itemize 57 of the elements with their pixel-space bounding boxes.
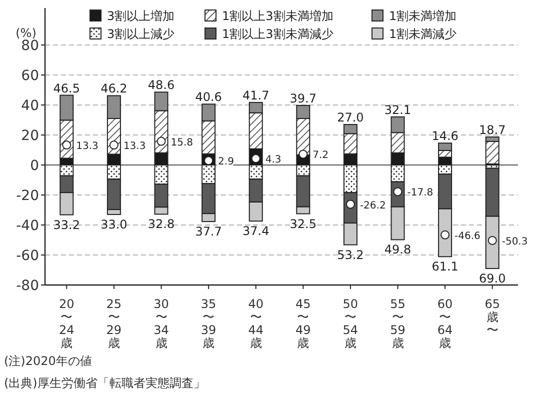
data-label: -26.2 <box>360 200 386 212</box>
annotation: 37.4 <box>242 224 270 238</box>
data-label: -50.3 <box>502 236 528 248</box>
data-label: 7.2 <box>312 150 329 162</box>
annotation: 41.7 <box>242 88 270 102</box>
annotation: 27.0 <box>337 110 364 124</box>
y-tick-label: 60 <box>21 68 39 84</box>
y-axis-title: (%) <box>16 26 36 40</box>
y-tick-label: -80 <box>16 278 39 294</box>
annotation: 37.7 <box>195 224 222 239</box>
y-tick-label: -60 <box>16 248 39 264</box>
annotation: 39.7 <box>290 91 317 106</box>
text: (出典)厚生労働省「転職者実態調査」 <box>4 376 206 390</box>
annotation: 69.0 <box>478 272 506 286</box>
annotation: 46.5 <box>53 81 80 96</box>
y-tick-label: 80 <box>21 38 39 54</box>
y-tick-label: 40 <box>21 98 39 114</box>
annotation: 48.6 <box>148 78 175 92</box>
text: (注)2020年の値 <box>4 354 92 368</box>
y-tick-label: 0 <box>30 158 39 174</box>
annotation: 49.8 <box>384 242 412 257</box>
data-label: -46.6 <box>454 230 480 242</box>
data-label: 15.8 <box>170 137 194 148</box>
x-tick-label: 50〜54歳 <box>342 297 358 350</box>
data-label: 13.3 <box>76 141 98 152</box>
annotation: 14.6 <box>432 129 458 144</box>
annotation: 32.1 <box>384 102 412 117</box>
annotation: 32.5 <box>290 216 317 231</box>
annotation: 46.2 <box>100 82 128 96</box>
annotation: 53.2 <box>337 248 364 262</box>
legend-label: 1割未満減少 <box>389 27 457 41</box>
x-tick-label: 40〜44歳 <box>248 297 264 350</box>
x-tick-label: 55〜59歳 <box>390 297 406 350</box>
data-label: -17.8 <box>407 188 434 199</box>
annotation: 40.6 <box>195 90 222 104</box>
data-label: 13.3 <box>123 141 146 152</box>
x-tick-label: 60〜64歳 <box>437 297 453 350</box>
legend-label: 1割未満増加 <box>389 9 457 23</box>
y-tick-label: 20 <box>21 128 39 144</box>
x-tick-label: 35〜39歳 <box>200 297 216 350</box>
annotation: 18.7 <box>478 122 506 137</box>
annotation: 33.0 <box>100 218 128 232</box>
data-label: 4.3 <box>265 154 282 166</box>
y-tick-label: -20 <box>16 188 39 204</box>
annotation: 32.8 <box>148 217 175 232</box>
legend-label: 3割以上増加 <box>107 9 175 23</box>
x-tick-label: 65歳〜 <box>484 297 500 337</box>
y-tick-label: -40 <box>16 218 39 234</box>
annotation: 33.2 <box>53 218 80 232</box>
x-tick-label: 25〜29歳 <box>106 297 122 350</box>
x-tick-label: 30〜34歳 <box>154 297 169 350</box>
legend-label: 3割以上減少 <box>107 27 175 41</box>
legend-label: 1割以上3割未満増加 <box>222 9 334 23</box>
x-tick-label: 45〜49歳 <box>296 297 311 350</box>
x-tick-label: 20〜24歳 <box>59 297 74 350</box>
legend-label: 1割以上3割未満減少 <box>222 27 334 41</box>
annotation: 61.1 <box>432 260 458 274</box>
